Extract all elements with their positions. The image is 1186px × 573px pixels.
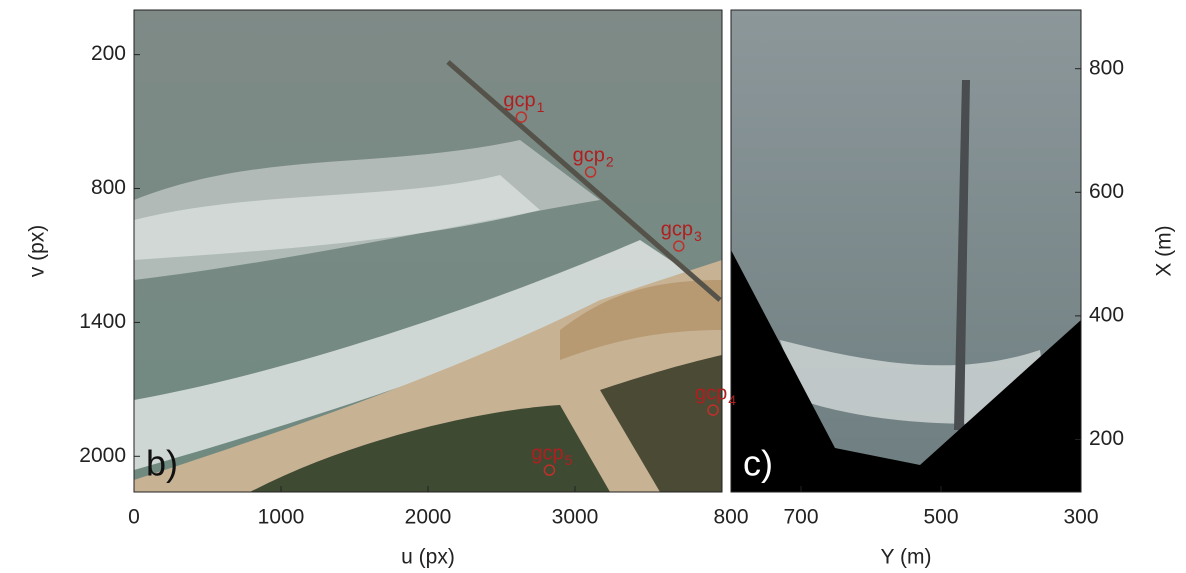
gcp-label: gcp <box>531 442 563 464</box>
gcp-label: gcp <box>695 382 727 404</box>
x-axis-label: Y (m) <box>881 546 932 569</box>
gcp-subscript: 2 <box>606 154 614 170</box>
y-tick-label: 200 <box>91 42 126 65</box>
y-tick-label: 600 <box>1089 180 1124 203</box>
y-tick-label: 800 <box>91 176 126 199</box>
y-axis-label: v (px) <box>26 225 49 278</box>
gcp-label: gcp <box>661 218 693 240</box>
gcp-subscript: 1 <box>537 99 545 115</box>
gcp-subscript: 4 <box>728 392 736 408</box>
x-tick-label: 300 <box>1063 506 1098 529</box>
y-axis-label: X (m) <box>1153 225 1176 276</box>
gcp-subscript: 3 <box>694 228 702 244</box>
x-tick-label: 500 <box>923 506 958 529</box>
gcp-marker <box>707 404 719 416</box>
x-tick-label: 800 <box>713 506 748 529</box>
gcp-marker <box>673 240 685 252</box>
x-tick-label: 1000 <box>258 506 305 529</box>
panel-label: c) <box>743 443 773 484</box>
x-tick-label: 0 <box>128 506 140 529</box>
y-tick-label: 2000 <box>79 444 126 467</box>
x-tick-label: 700 <box>783 506 818 529</box>
gcp-label: gcp <box>503 89 535 111</box>
y-tick-label: 1400 <box>79 310 126 333</box>
x-axis-label: u (px) <box>401 546 455 569</box>
gcp-marker <box>515 111 528 123</box>
x-tick-label: 3000 <box>552 506 599 529</box>
panel-label: b) <box>146 443 178 484</box>
photo-b <box>134 10 722 492</box>
y-tick-label: 800 <box>1089 56 1124 79</box>
gcp-marker <box>584 166 597 178</box>
gcp-label: gcp <box>573 144 605 166</box>
gcp-marker <box>543 464 556 476</box>
y-tick-label: 400 <box>1089 303 1124 326</box>
photo-c <box>731 10 1081 492</box>
x-tick-label: 2000 <box>405 506 452 529</box>
y-tick-label: 200 <box>1089 427 1124 450</box>
axes-frame <box>730 9 1082 493</box>
gcp-subscript: 5 <box>565 452 573 468</box>
